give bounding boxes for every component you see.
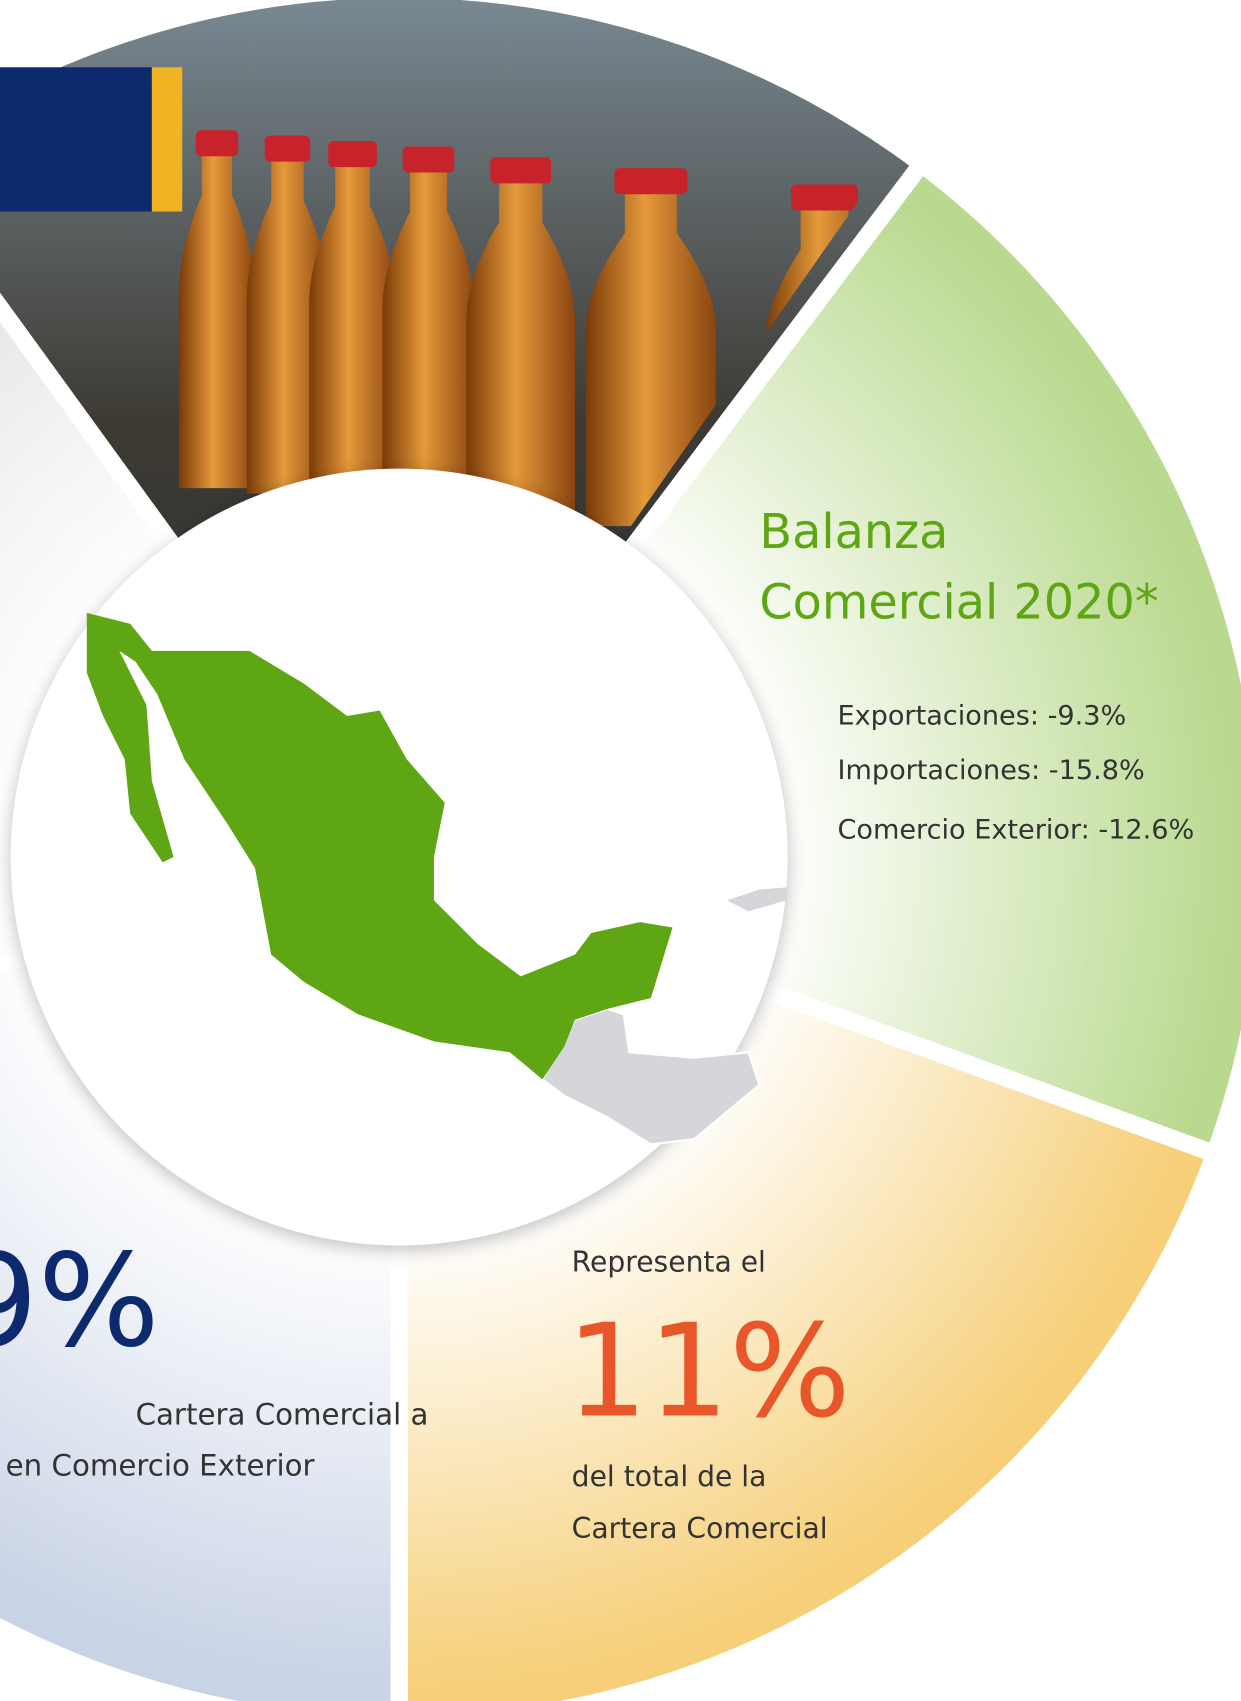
infographic: Balanza Comercial 2020* Exportaciones: -…: [0, 0, 1241, 1701]
logo-stripe: [152, 67, 182, 211]
share-value: 11%: [566, 1298, 851, 1447]
bottle-cap: [791, 184, 858, 210]
balance-stat: Importaciones: -15.8%: [837, 755, 1144, 786]
foreign-share-value: 9%: [0, 1227, 160, 1376]
share-intro: Representa el: [572, 1245, 766, 1278]
bottle-cap: [614, 168, 687, 194]
foreign-share-text: Cartera Comercial a: [136, 1397, 429, 1431]
balance-title: Comercial 2020*: [759, 575, 1158, 630]
bottle-cap: [196, 130, 239, 156]
balance-title: Balanza: [759, 505, 948, 560]
logo-block: [0, 67, 152, 211]
bottle-cap: [490, 157, 551, 183]
page: {"balance": {"title_lines": ["Balanza", …: [0, 0, 1241, 1701]
share-text: Cartera Comercial: [572, 1512, 828, 1545]
bottle-cap: [328, 141, 377, 167]
share-text: del total de la: [572, 1460, 767, 1493]
foreign-share-text: en Comercio Exterior: [6, 1448, 316, 1482]
bottle-cap: [403, 146, 455, 172]
bottle-cap: [265, 136, 311, 162]
balance-stat: Comercio Exterior: -12.6%: [837, 815, 1194, 846]
balance-stat: Exportaciones: -9.3%: [837, 701, 1126, 732]
